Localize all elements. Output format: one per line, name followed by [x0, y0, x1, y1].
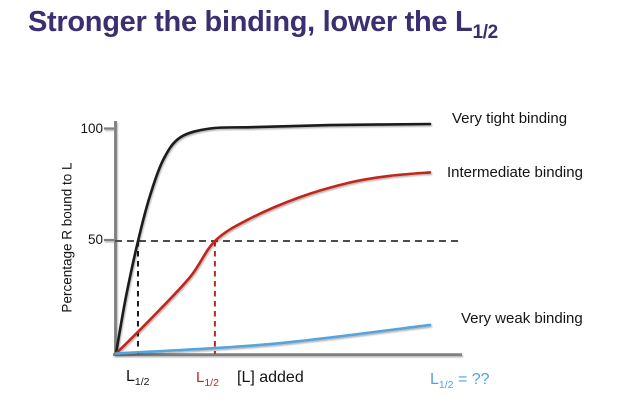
- curve-label-very-tight: Very tight binding: [452, 110, 568, 127]
- l-half-question-main: L: [430, 371, 439, 388]
- slide-title: Stronger the binding, lower the L1/2: [28, 6, 498, 43]
- l-half-intermediate-main: L: [196, 369, 205, 386]
- slide-title-subscript: 1/2: [472, 22, 498, 43]
- curve-label-intermediate: Intermediate binding: [447, 164, 583, 181]
- x-axis-label: [L] added: [237, 369, 304, 386]
- l-half-question-rest: = ??: [453, 371, 490, 388]
- curve-intermediate: [114, 171, 432, 355]
- l-half-question-sub: 1/2: [438, 379, 454, 391]
- curve-very-weak: [114, 323, 432, 355]
- l-half-tight-sub: 1/2: [134, 376, 150, 388]
- l-half-intermediate-sub: 1/2: [204, 377, 219, 389]
- binding-curves: [114, 122, 432, 355]
- y-tick-100: 100: [80, 121, 103, 136]
- slide-title-text: Stronger the binding, lower the L: [28, 6, 473, 38]
- l-half-label-tight: L1/2: [126, 368, 150, 388]
- y-tick-50: 50: [87, 232, 103, 247]
- chart-axes: [104, 121, 462, 357]
- l-half-tight-main: L: [126, 368, 135, 385]
- l-half-label-intermediate: L1/2: [196, 369, 219, 389]
- l-half-question: L1/2 = ??: [430, 371, 490, 391]
- curve-label-very-weak: Very weak binding: [461, 310, 583, 327]
- dashed-guide-lines: [115, 240, 460, 354]
- curve-very-tight: [114, 122, 432, 355]
